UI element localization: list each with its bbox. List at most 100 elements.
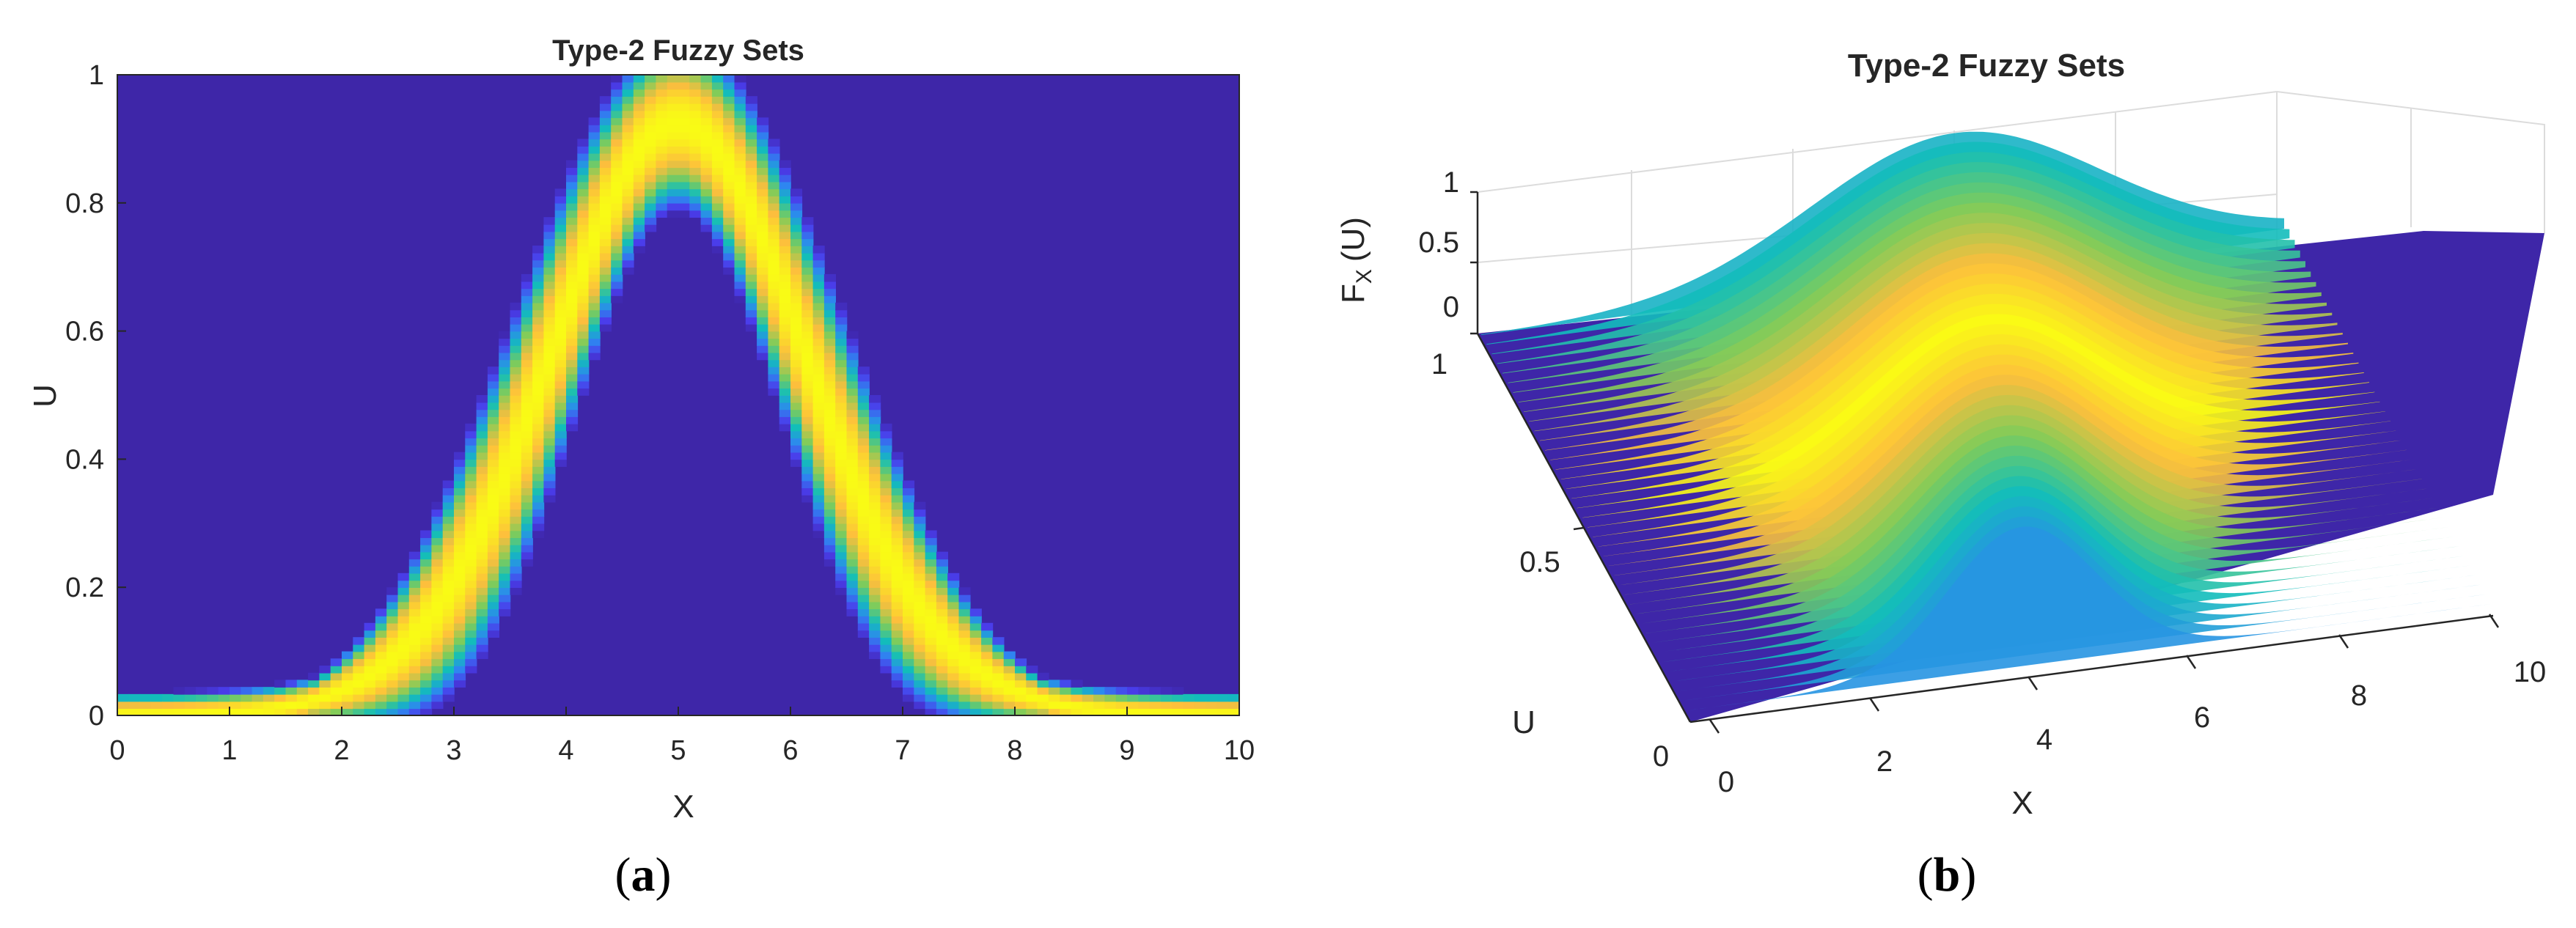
heatmap-cell	[431, 622, 444, 631]
heatmap-cell	[499, 373, 511, 382]
heatmap-cell	[779, 246, 791, 254]
heatmap-cell	[903, 580, 915, 588]
heatmap-cell	[577, 359, 590, 367]
heatmap-cell	[812, 473, 825, 482]
heatmap-cell	[521, 395, 533, 403]
heatmap-cell	[150, 701, 163, 710]
heatmap-cell	[790, 430, 803, 439]
heatmap-cell	[196, 701, 208, 710]
heatmap-cell	[386, 637, 399, 645]
heatmap-cell	[779, 252, 791, 261]
heatmap-cell	[566, 338, 579, 346]
heatmap-cell	[566, 196, 579, 204]
heatmap-cell	[992, 644, 1005, 652]
heatmap-cell	[678, 202, 691, 211]
heatmap-cell	[442, 516, 455, 524]
heatmap-cell	[801, 246, 814, 254]
heatmap-cell	[566, 188, 579, 196]
heatmap-cell	[431, 666, 444, 674]
heatmap-cell	[476, 530, 488, 539]
heatmap-cell	[645, 124, 657, 133]
heatmap-cell	[801, 416, 814, 424]
heatmap-cell	[801, 473, 814, 482]
heatmap-cell	[723, 196, 735, 204]
heatmap-cell	[476, 473, 488, 482]
heatmap-cell	[611, 188, 623, 196]
heatmap-cell	[958, 616, 971, 624]
heatmap-cell	[914, 687, 926, 695]
heatmap-cell	[521, 459, 533, 467]
heatmap-cell	[476, 459, 488, 467]
heatmap-cell	[353, 701, 365, 710]
heatmap-cell	[734, 295, 746, 303]
heatmap-cell	[476, 494, 488, 503]
heatmap-cell	[599, 217, 612, 225]
heatmap-cell	[645, 103, 657, 111]
heatmap-cell	[801, 331, 814, 339]
heatmap-cell	[554, 331, 567, 339]
heatmap-cell	[857, 367, 870, 375]
heatmap-cell	[801, 430, 814, 439]
heatmap-cell	[420, 559, 433, 567]
heatmap-cell	[454, 501, 466, 510]
heatmap-cell	[319, 666, 331, 674]
panel-b-xticks: 0 2 4 6 8 10	[1718, 656, 2546, 798]
heatmap-cell	[386, 687, 399, 695]
heatmap-cell	[745, 273, 757, 282]
heatmap-cell	[599, 252, 612, 261]
heatmap-cell	[408, 616, 421, 624]
heatmap-cell	[723, 139, 735, 147]
heatmap-cell	[790, 331, 803, 339]
heatmap-cell	[319, 680, 331, 688]
heatmap-cell	[308, 693, 320, 702]
x-tick-label: 0	[109, 735, 125, 766]
heatmap-cell	[499, 608, 511, 616]
heatmap-cell	[801, 224, 814, 232]
heatmap-cell	[835, 572, 848, 581]
heatmap-cell	[566, 331, 579, 339]
heatmap-cell	[779, 367, 791, 375]
heatmap-cell	[476, 509, 488, 517]
heatmap-cell	[903, 616, 915, 624]
heatmap-cell	[667, 117, 679, 125]
heatmap-cell	[554, 317, 567, 325]
heatmap-cell	[656, 103, 668, 111]
heatmap-cell	[891, 516, 903, 524]
heatmap-cell	[487, 402, 499, 410]
heatmap-cell	[566, 167, 579, 175]
heatmap-cell	[801, 323, 814, 332]
heatmap-cell	[1183, 708, 1195, 715]
heatmap-cell	[173, 693, 186, 702]
heatmap-cell	[599, 302, 612, 311]
heatmap-cell	[700, 210, 713, 218]
heatmap-cell	[779, 196, 791, 204]
heatmap-cell	[656, 174, 668, 183]
heatmap-cell	[566, 281, 579, 290]
heatmap-cell	[667, 124, 679, 133]
panel-a-title: Type-2 Fuzzy Sets	[552, 34, 804, 67]
heatmap-cell	[330, 680, 342, 688]
heatmap-cell	[554, 202, 567, 211]
heatmap-cell	[599, 273, 612, 282]
heatmap-cell	[768, 380, 780, 389]
heatmap-cell	[487, 487, 499, 496]
heatmap-cell	[745, 196, 757, 204]
heatmap-cell	[1015, 672, 1027, 681]
x-tick-label: 5	[670, 735, 686, 766]
heatmap-cell	[947, 693, 960, 702]
heatmap-cell	[633, 167, 645, 175]
heatmap-cell	[543, 452, 556, 460]
heatmap-cell	[768, 288, 780, 296]
heatmap-cell	[812, 501, 825, 510]
heatmap-cell	[1194, 701, 1206, 710]
heatmap-cell	[812, 516, 825, 524]
heatmap-cell	[577, 302, 590, 311]
heatmap-cell	[230, 693, 242, 702]
heatmap-cell	[757, 117, 769, 125]
heatmap-cell	[958, 693, 971, 702]
heatmap-cell	[914, 544, 926, 553]
heatmap-cell	[454, 487, 466, 496]
heatmap-cell	[790, 196, 803, 204]
heatmap-cell	[487, 580, 499, 588]
heatmap-cell	[1217, 693, 1229, 702]
